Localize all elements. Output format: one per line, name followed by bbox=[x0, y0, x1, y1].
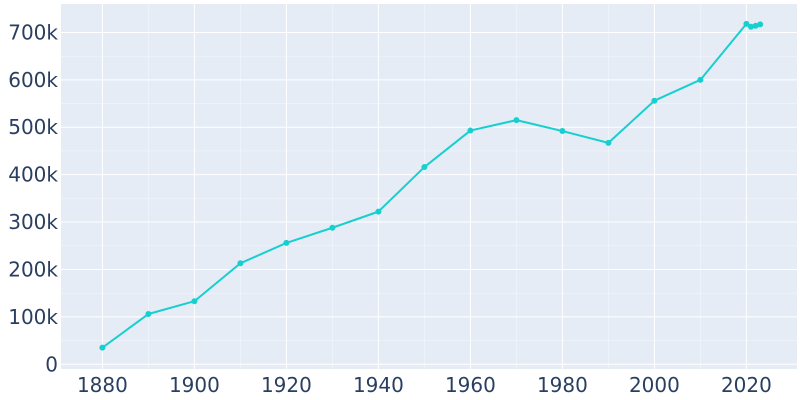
y-tick-label: 400k bbox=[8, 163, 58, 187]
data-point bbox=[421, 164, 428, 171]
data-point bbox=[748, 23, 754, 30]
y-tick-label: 500k bbox=[8, 115, 58, 139]
x-tick-label: 1920 bbox=[261, 373, 312, 397]
data-point bbox=[757, 21, 764, 28]
data-point bbox=[559, 128, 566, 135]
minor-gridlines bbox=[61, 4, 797, 369]
y-axis-tick-labels: 0 100k 200k 300k 400k 500k 600k 700k bbox=[8, 20, 58, 376]
plot-background bbox=[61, 4, 797, 369]
x-tick-label: 1980 bbox=[537, 373, 588, 397]
series-layer bbox=[99, 20, 764, 351]
data-point bbox=[752, 22, 759, 29]
y-tick-label: 700k bbox=[8, 20, 58, 44]
data-point bbox=[329, 224, 336, 231]
data-point bbox=[145, 311, 152, 318]
y-tick-label: 600k bbox=[8, 68, 58, 92]
data-point bbox=[99, 344, 106, 351]
major-gridlines bbox=[61, 4, 797, 369]
data-point bbox=[191, 298, 198, 305]
x-tick-label: 1900 bbox=[169, 373, 220, 397]
x-tick-label: 1940 bbox=[353, 373, 404, 397]
data-point bbox=[375, 208, 382, 215]
y-tick-label: 0 bbox=[45, 352, 58, 376]
x-tick-label: 2000 bbox=[629, 373, 680, 397]
data-point bbox=[237, 260, 244, 267]
x-tick-label: 1960 bbox=[445, 373, 496, 397]
x-tick-label: 1880 bbox=[77, 373, 128, 397]
y-tick-label: 300k bbox=[8, 210, 58, 234]
data-point bbox=[743, 20, 750, 27]
data-point bbox=[467, 127, 474, 134]
x-tick-label: 2020 bbox=[721, 373, 772, 397]
x-axis-tick-labels: 1880 1900 1920 1940 1960 1980 2000 2020 bbox=[77, 373, 772, 397]
data-point bbox=[651, 97, 658, 104]
data-point bbox=[283, 239, 290, 246]
y-tick-label: 200k bbox=[8, 257, 58, 281]
data-point bbox=[697, 76, 704, 83]
data-point bbox=[605, 139, 612, 146]
data-point bbox=[513, 117, 520, 124]
y-tick-label: 100k bbox=[8, 305, 58, 329]
